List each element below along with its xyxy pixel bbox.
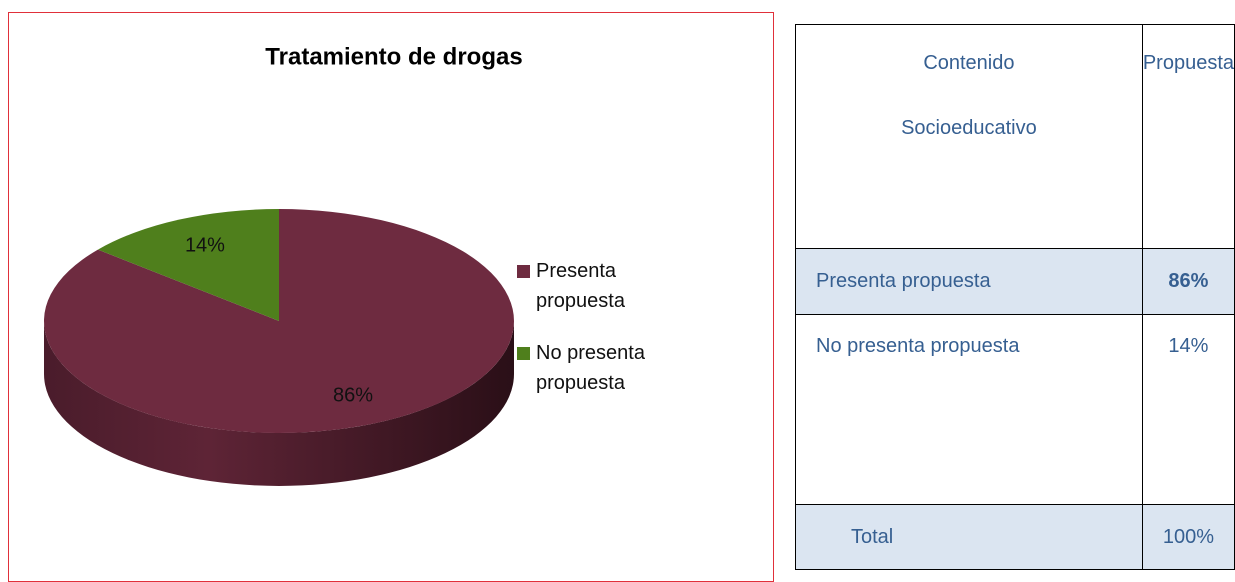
cell: 14% (1141, 314, 1235, 505)
page: {"chart_data": {"type": "pie", "title": … (8, 12, 1235, 582)
legend-label: Presenta propuesta (536, 260, 625, 312)
header-text: Propuesta (1142, 52, 1234, 74)
legend-item: No presenta propuesta (517, 338, 707, 398)
cell: 100% (1141, 504, 1235, 570)
pie-side (44, 321, 514, 486)
cell: No presenta propuesta (795, 314, 1143, 505)
data-label: 14% (185, 234, 225, 256)
table: Contenido Socioeducativo Propuesta Prese… (795, 24, 1235, 570)
legend-item: Presenta propuesta (517, 256, 707, 316)
pie-slice (97, 209, 280, 321)
legend-label: No presenta propuesta (536, 342, 645, 394)
legend-swatch (517, 265, 530, 278)
cell: 86% (1141, 248, 1235, 315)
header-cell: Propuesta (1141, 24, 1235, 249)
cell: Presenta propuesta (795, 248, 1143, 315)
cell: Total (795, 504, 1143, 570)
header-text: Socioeducativo (901, 117, 1037, 139)
chart-title: Tratamiento de drogas (265, 43, 522, 70)
legend-swatch (517, 347, 530, 360)
chart-area: Tratamiento de drogas 86% 14% Presenta pr… (8, 12, 774, 582)
chart: Tratamiento de drogas 86% 14% (44, 43, 523, 486)
data-label: 86% (333, 384, 373, 406)
header-cell: Contenido Socioeducativo (795, 24, 1143, 249)
header-text: Contenido (923, 52, 1015, 74)
